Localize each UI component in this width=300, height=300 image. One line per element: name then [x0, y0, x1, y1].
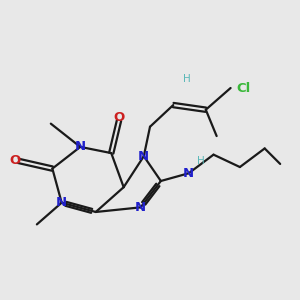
Text: N: N — [135, 201, 146, 214]
Text: H: H — [196, 157, 204, 166]
Text: H: H — [183, 74, 191, 84]
Text: N: N — [138, 150, 149, 163]
Text: Cl: Cl — [237, 82, 251, 94]
Text: N: N — [183, 167, 194, 180]
Text: N: N — [75, 140, 86, 153]
Text: O: O — [10, 154, 21, 167]
Text: O: O — [113, 111, 124, 124]
Text: N: N — [56, 196, 67, 209]
